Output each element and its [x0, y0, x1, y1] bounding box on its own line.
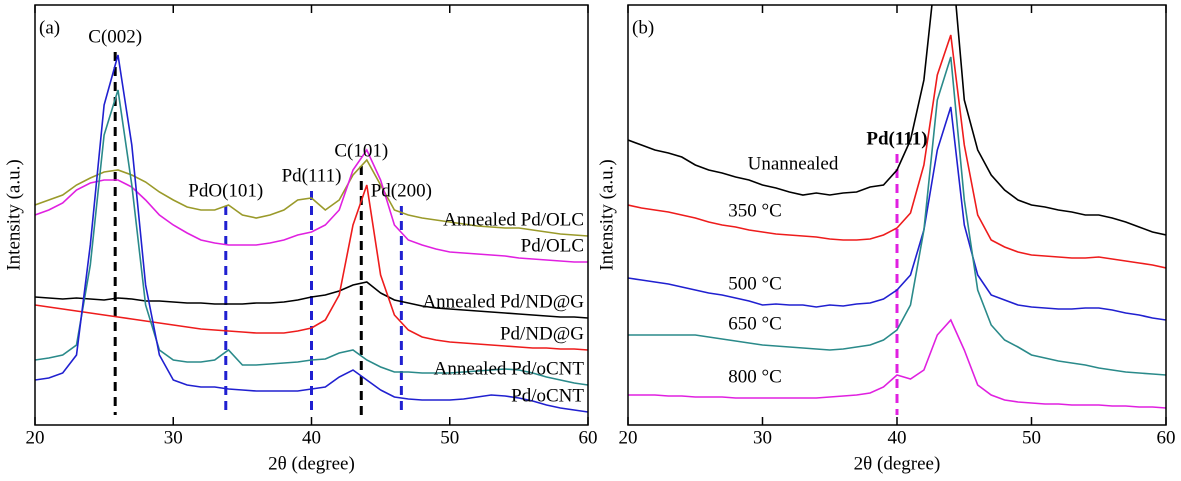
x-tick-label: 60: [579, 427, 598, 448]
series-line: [628, 5, 1166, 236]
x-tick-label: 20: [26, 427, 45, 448]
series-label: 500 °C: [728, 273, 782, 294]
series-label: 350 °C: [728, 200, 782, 221]
series-label: Annealed Pd/ND@G: [422, 291, 584, 312]
annotation: Pd(111): [282, 165, 342, 186]
series-line: [628, 106, 1166, 321]
x-tick-label: 40: [302, 427, 321, 448]
annotation: Pd(111): [866, 128, 927, 149]
series-line: [35, 184, 588, 351]
x-tick-label: 50: [440, 427, 459, 448]
series-line: [628, 34, 1166, 269]
x-tick-label: 30: [164, 427, 183, 448]
panel: Unannealed 350 °C 500 °C 650 °C 800 °C Pd(111…: [596, 4, 1176, 474]
series-label: Annealed Pd/OLC: [443, 209, 584, 230]
x-tick-label: 20: [619, 427, 638, 448]
x-axis-label: 2θ (degree): [854, 453, 941, 474]
series-label: Pd/ND@G: [500, 323, 584, 344]
series-line: [35, 158, 588, 237]
annotation: C(101): [334, 140, 388, 161]
x-tick-label: 40: [888, 427, 907, 448]
series-group: [35, 54, 588, 413]
panel: Annealed Pd/OLC Pd/OLC Annealed Pd/ND@G Pd/…: [3, 4, 598, 474]
annotation: C(002): [88, 26, 142, 47]
series-line: [35, 54, 588, 413]
series-line: [628, 318, 1166, 409]
series-label: 800 °C: [728, 366, 782, 387]
x-tick-label: 50: [1022, 427, 1041, 448]
panel-label: (a): [39, 17, 60, 38]
y-axis-label: Intensity (a.u.): [3, 159, 24, 270]
series-line: [35, 89, 588, 386]
annotation: Pd(200): [371, 180, 432, 201]
x-axis-label: 2θ (degree): [268, 453, 355, 474]
series-line: [628, 56, 1166, 376]
series-label: 650 °C: [728, 313, 782, 334]
series-group: [628, 5, 1166, 409]
x-tick-label: 30: [753, 427, 772, 448]
x-tick-label: 60: [1157, 427, 1176, 448]
series-label: Unannealed: [748, 153, 839, 174]
panel-label: (b): [632, 17, 654, 38]
series-line: [35, 281, 588, 319]
annotation: PdO(101): [188, 180, 263, 201]
series-label: Pd/OLC: [521, 235, 584, 256]
series-label: Pd/oCNT: [511, 385, 584, 406]
y-axis-label: Intensity (a.u.): [596, 159, 617, 270]
series-line: [35, 148, 588, 263]
series-label: Annealed Pd/oCNT: [434, 358, 585, 379]
